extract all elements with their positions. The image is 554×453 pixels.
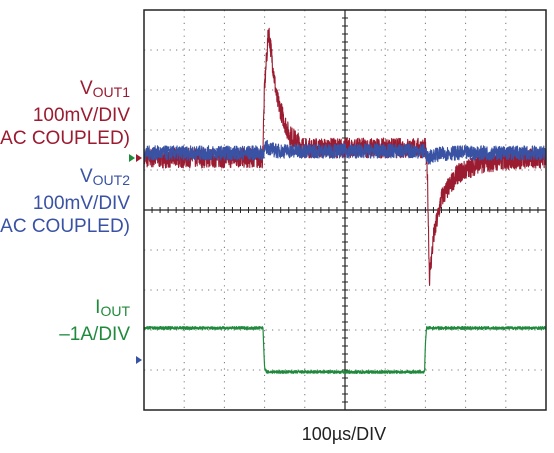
legend-vout2-coupling: (AC COUPLED) (0, 216, 130, 237)
marker-vout1 (136, 154, 142, 162)
grid (144, 10, 546, 410)
legend-iout-name: IOUT (95, 297, 130, 319)
legend-vout2-name: VOUT2 (79, 166, 130, 188)
legend-iout: IOUT –1A/DIV (59, 296, 130, 346)
trace-vout2 (143, 139, 547, 165)
marker-iout-top (129, 154, 135, 162)
plot-frame (143, 9, 547, 411)
legend-vout2-scale: 100mV/DIV (32, 193, 130, 214)
legend-vout1: VOUT1 100mV/DIV (AC COUPLED) (0, 77, 130, 150)
marker-vout2 (136, 356, 142, 364)
x-axis-label: 100µs/DIV (301, 424, 387, 444)
channel-markers (129, 154, 142, 364)
legend-iout-scale: –1A/DIV (59, 324, 130, 345)
legend-vout1-scale: 100mV/DIV (32, 105, 130, 126)
legend-vout1-coupling: (AC COUPLED) (0, 128, 130, 149)
trace-iout (143, 326, 547, 374)
legend-vout2: VOUT2 100mV/DIV (AC COUPLED) (0, 165, 130, 238)
traces (143, 27, 547, 374)
legend-vout1-name: VOUT1 (79, 78, 130, 100)
